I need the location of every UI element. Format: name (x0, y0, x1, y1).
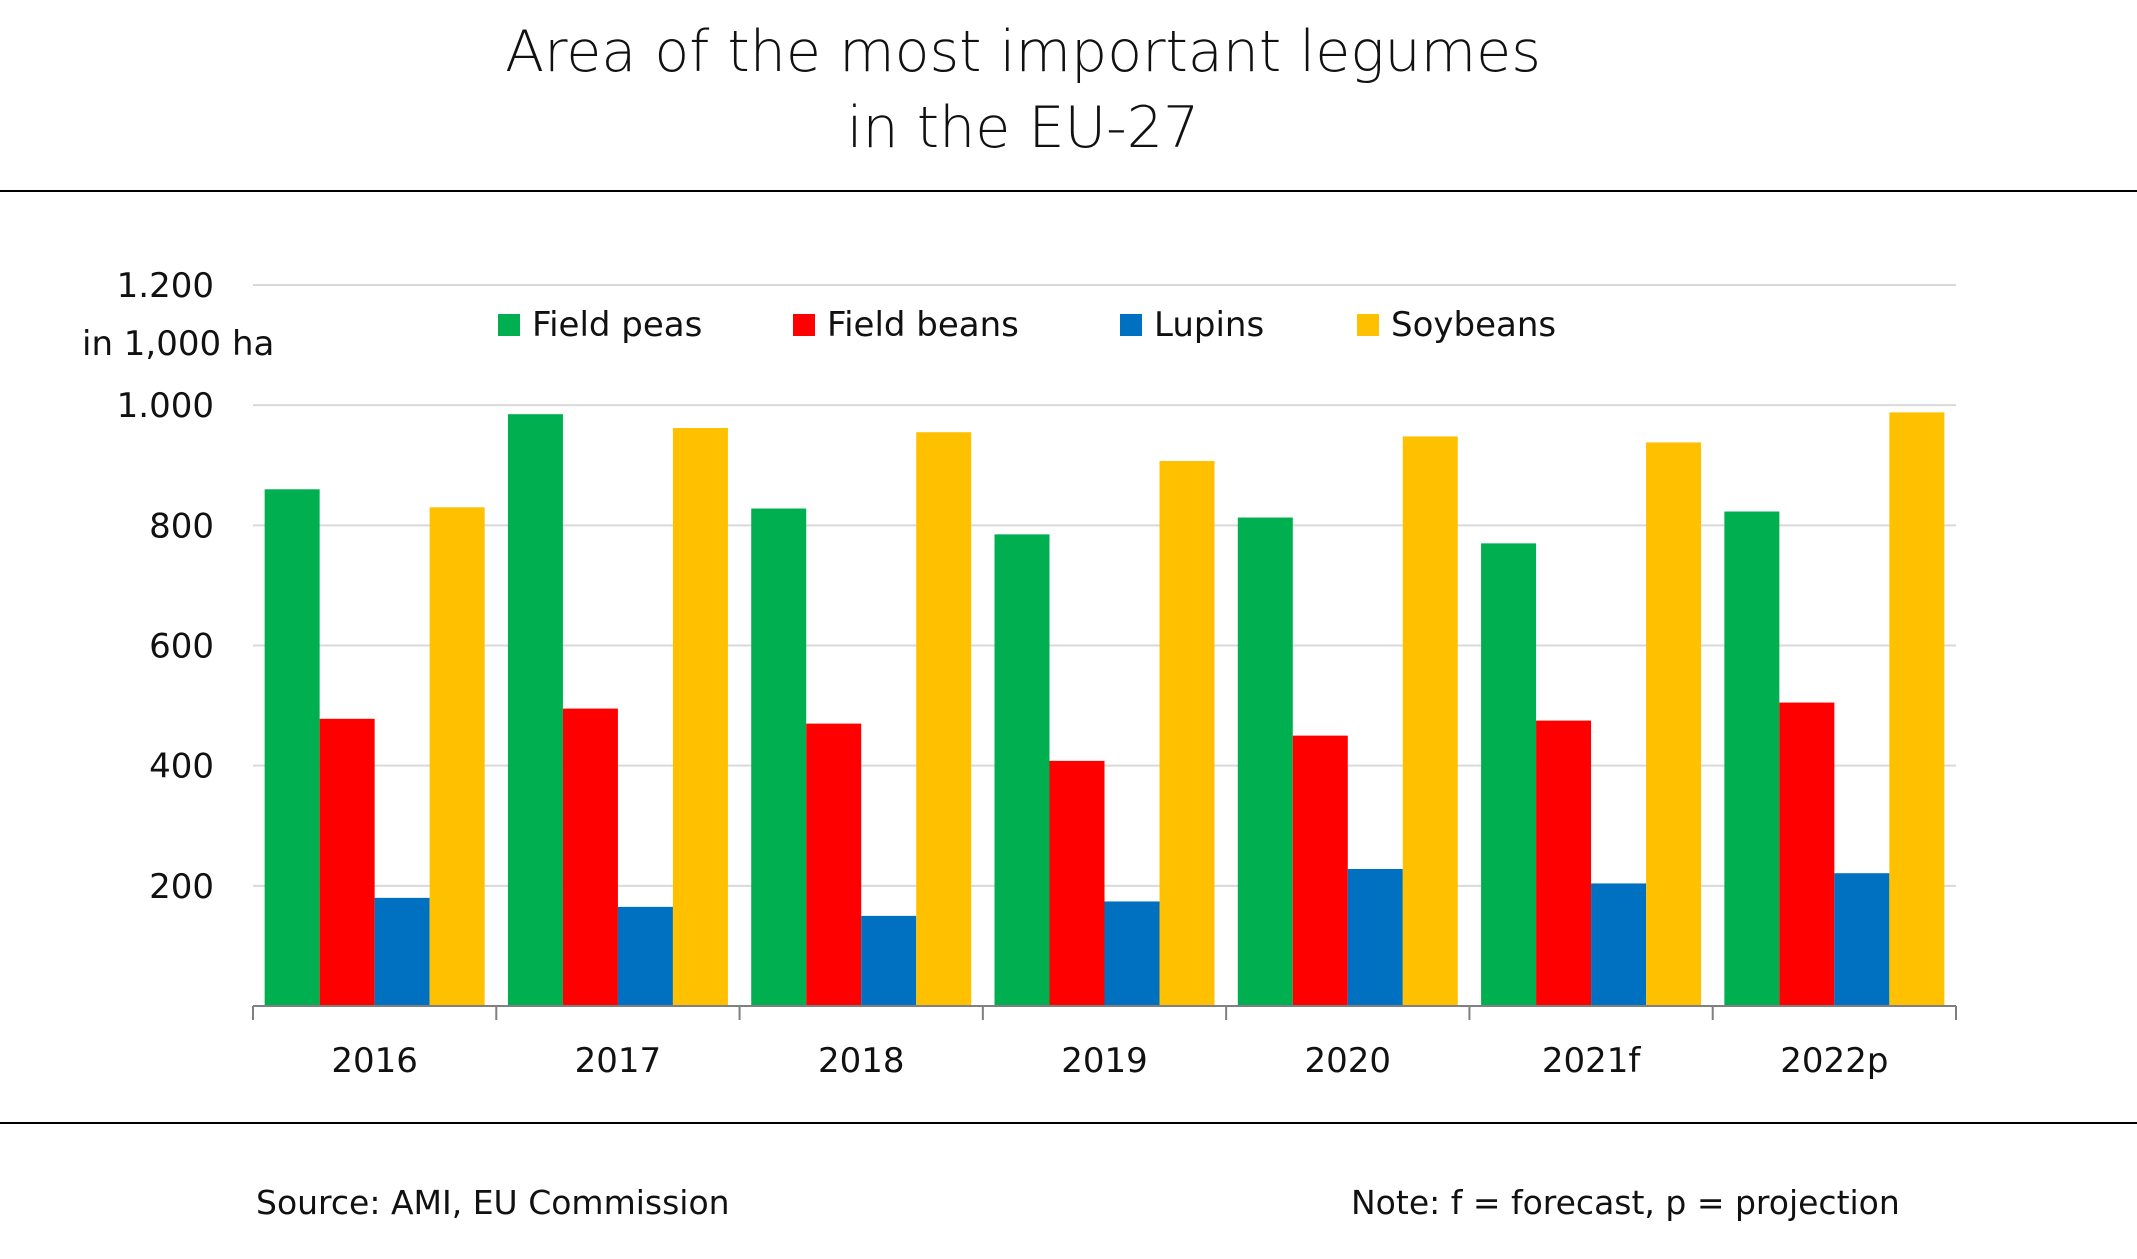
bar-soybeans-2018 (916, 432, 972, 1006)
forecast-note: Note: f = forecast, p = projection (1351, 1183, 1900, 1222)
bar-soybeans-2016 (429, 507, 485, 1006)
bar-field-peas-2017 (507, 414, 563, 1006)
bar-soybeans-2022p (1889, 412, 1945, 1006)
chart-title-line-1: Area of the most important legumes (505, 19, 1541, 85)
bar-field-beans-2021f (1536, 720, 1592, 1006)
x-tick-label: 2016 (331, 1041, 418, 1081)
x-tick-label: 2019 (1061, 1041, 1148, 1081)
chart-title-line-2: in the EU-27 (846, 95, 1200, 161)
bar-lupins-2021f (1591, 883, 1647, 1006)
top-divider (0, 190, 2137, 192)
y-tick-label: 600 (149, 627, 214, 667)
bar-soybeans-2020 (1402, 436, 1458, 1006)
legend-label-field-beans: Field beans (827, 305, 1019, 345)
bar-field-peas-2018 (751, 508, 807, 1006)
legend-swatch-field-beans (793, 314, 815, 336)
y-axis-label: in 1,000 ha (82, 324, 274, 364)
bar-field-beans-2022p (1779, 702, 1835, 1006)
bar-soybeans-2019 (1159, 461, 1215, 1006)
bar-lupins-2018 (861, 915, 917, 1006)
legend-label-soybeans: Soybeans (1391, 305, 1556, 345)
bar-field-peas-2016 (264, 489, 320, 1006)
chart-title: Area of the most important legumes in th… (0, 14, 2046, 166)
legend-label-field-peas: Field peas (532, 305, 702, 345)
x-tick-label: 2018 (818, 1041, 905, 1081)
y-tick-label: 800 (149, 506, 214, 546)
y-tick-label: 400 (149, 747, 214, 787)
y-tick-label: 1.000 (117, 386, 214, 426)
bar-lupins-2016 (374, 897, 430, 1006)
bar-field-peas-2022p (1724, 511, 1780, 1006)
legend-swatch-field-peas (498, 314, 520, 336)
bar-field-peas-2019 (994, 534, 1050, 1006)
x-tick-label: 2017 (575, 1041, 662, 1081)
source-note: Source: AMI, EU Commission (256, 1183, 730, 1222)
bar-field-beans-2017 (562, 708, 618, 1006)
bars (264, 412, 1945, 1007)
legend-swatch-lupins (1120, 314, 1142, 336)
y-tick-label: 1.200 (117, 266, 214, 306)
x-tick-label: 2021f (1542, 1041, 1642, 1081)
bar-field-beans-2016 (319, 718, 375, 1006)
bar-lupins-2022p (1834, 873, 1890, 1006)
bar-lupins-2017 (617, 906, 673, 1006)
bottom-divider (0, 1122, 2137, 1124)
bar-lupins-2020 (1347, 869, 1403, 1006)
legend: Field peas Field beans Lupins Soybeans (498, 305, 1556, 345)
bar-field-beans-2019 (1049, 760, 1105, 1006)
bar-field-peas-2020 (1237, 517, 1293, 1006)
x-tick-label: 2020 (1305, 1041, 1392, 1081)
legend-swatch-soybeans (1357, 314, 1379, 336)
bar-lupins-2019 (1104, 901, 1160, 1006)
legend-label-lupins: Lupins (1154, 305, 1264, 345)
x-tick-label: 2022p (1780, 1041, 1888, 1081)
bar-soybeans-2017 (672, 427, 728, 1007)
bar-field-peas-2021f (1481, 543, 1537, 1006)
bar-field-beans-2018 (806, 723, 862, 1006)
bar-soybeans-2021f (1646, 442, 1702, 1006)
bar-field-beans-2020 (1292, 735, 1348, 1006)
y-tick-label: 200 (149, 867, 214, 907)
axes: 200 400 600 800 1.000 1.200 2016 2017 2018 2019 20… (117, 266, 1957, 1081)
